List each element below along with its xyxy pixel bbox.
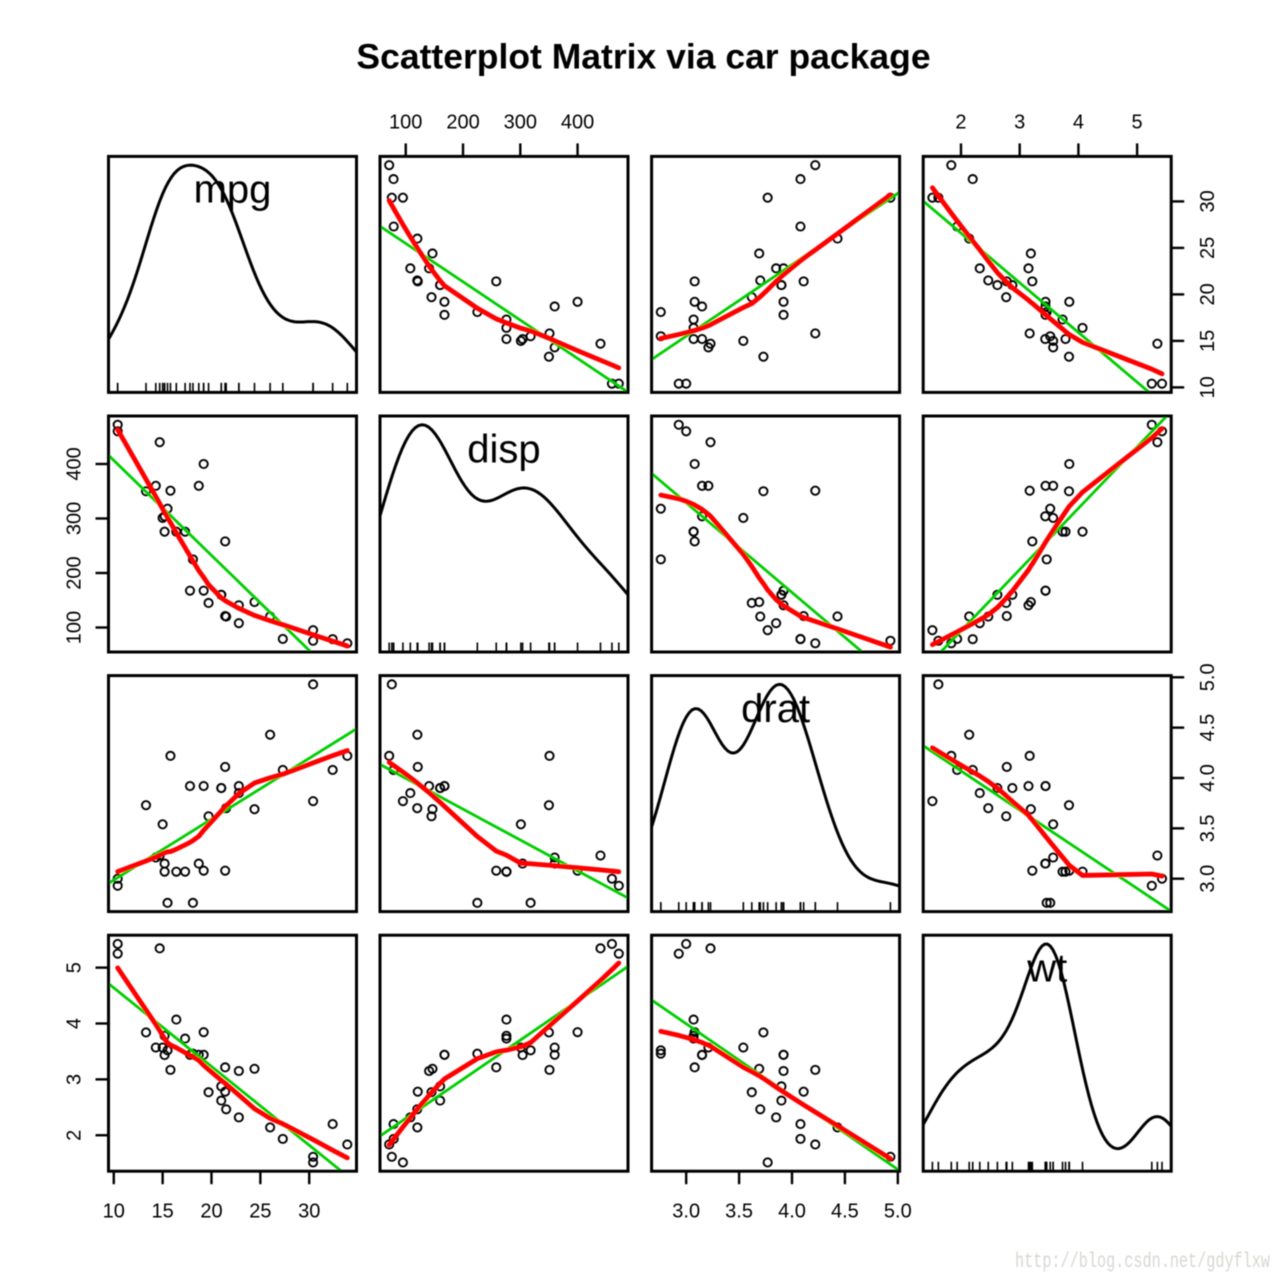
svg-text:3: 3 — [1014, 111, 1025, 133]
svg-text:10: 10 — [103, 1201, 125, 1223]
svg-text:200: 200 — [446, 111, 479, 133]
svg-text:10: 10 — [1197, 376, 1219, 398]
svg-text:5.0: 5.0 — [884, 1201, 912, 1223]
svg-text:400: 400 — [64, 447, 86, 480]
svg-text:300: 300 — [504, 111, 537, 133]
svg-text:4: 4 — [64, 1018, 86, 1029]
svg-text:100: 100 — [64, 611, 86, 644]
svg-text:25: 25 — [249, 1201, 271, 1223]
svg-text:2: 2 — [955, 111, 966, 133]
svg-text:5: 5 — [64, 962, 86, 973]
svg-text:25: 25 — [1197, 237, 1219, 259]
svg-text:4.5: 4.5 — [831, 1201, 859, 1223]
svg-text:wt: wt — [1026, 947, 1067, 991]
svg-text:3.5: 3.5 — [725, 1201, 753, 1223]
svg-text:drat: drat — [741, 687, 810, 731]
svg-text:5.0: 5.0 — [1197, 663, 1219, 691]
svg-text:4: 4 — [1073, 111, 1084, 133]
svg-text:3.0: 3.0 — [672, 1201, 700, 1223]
svg-text:300: 300 — [64, 502, 86, 535]
svg-text:mpg: mpg — [194, 168, 272, 212]
svg-text:30: 30 — [298, 1201, 320, 1223]
svg-text:200: 200 — [64, 556, 86, 589]
svg-text:100: 100 — [389, 111, 422, 133]
svg-text:2: 2 — [64, 1130, 86, 1141]
svg-text:4.0: 4.0 — [778, 1201, 806, 1223]
svg-text:http://blog.csdn.net/gdyflxw: http://blog.csdn.net/gdyflxw — [1015, 1251, 1270, 1274]
svg-text:20: 20 — [200, 1201, 222, 1223]
svg-text:3: 3 — [64, 1074, 86, 1085]
svg-text:15: 15 — [1197, 330, 1219, 352]
svg-text:3.0: 3.0 — [1197, 865, 1219, 893]
svg-text:4.0: 4.0 — [1197, 764, 1219, 792]
svg-text:Scatterplot Matrix via car pac: Scatterplot Matrix via car package — [356, 37, 930, 77]
svg-text:400: 400 — [561, 111, 594, 133]
svg-text:4.5: 4.5 — [1197, 714, 1219, 742]
svg-text:5: 5 — [1132, 111, 1143, 133]
svg-text:30: 30 — [1197, 190, 1219, 212]
svg-text:15: 15 — [152, 1201, 174, 1223]
svg-text:3.5: 3.5 — [1197, 814, 1219, 842]
svg-text:20: 20 — [1197, 283, 1219, 305]
svg-text:disp: disp — [467, 427, 540, 471]
